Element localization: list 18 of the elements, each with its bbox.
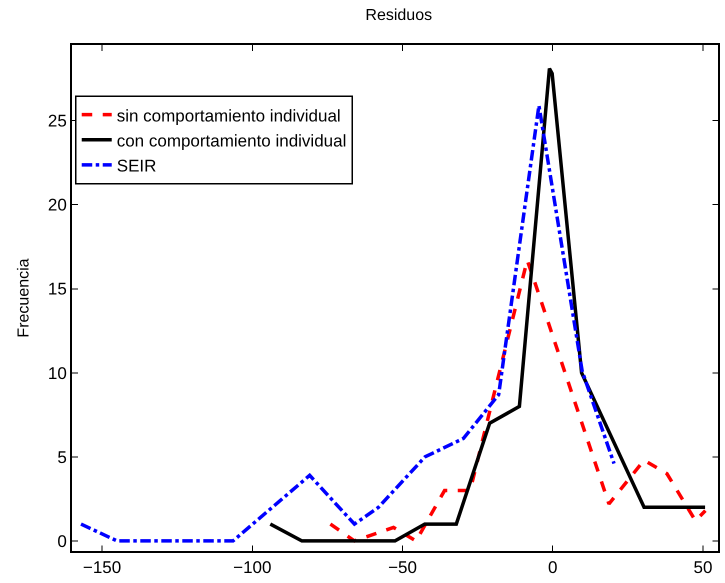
x-tick-label: 0	[548, 558, 558, 578]
y-tick-label: 25	[48, 112, 67, 131]
y-tick-label: 15	[48, 280, 67, 299]
legend-label: con comportamiento individual	[116, 131, 346, 150]
y-tick-label: 10	[48, 364, 67, 383]
chart-title: Residuos	[365, 6, 432, 24]
y-tick-label: 5	[57, 448, 67, 467]
x-tick-label: −150	[82, 558, 122, 578]
y-tick-label: 20	[48, 196, 67, 215]
y-axis-title: Frecuencia	[15, 258, 32, 338]
legend-label: SEIR	[116, 156, 156, 176]
x-tick-label: −50	[388, 558, 417, 578]
x-tick-label: −100	[233, 558, 272, 578]
line-series	[268, 66, 707, 543]
line-series	[79, 104, 616, 543]
x-tick-label: 50	[694, 558, 712, 578]
y-tick-label: 0	[57, 532, 67, 551]
legend-label: sin comportamiento individual	[116, 106, 341, 126]
